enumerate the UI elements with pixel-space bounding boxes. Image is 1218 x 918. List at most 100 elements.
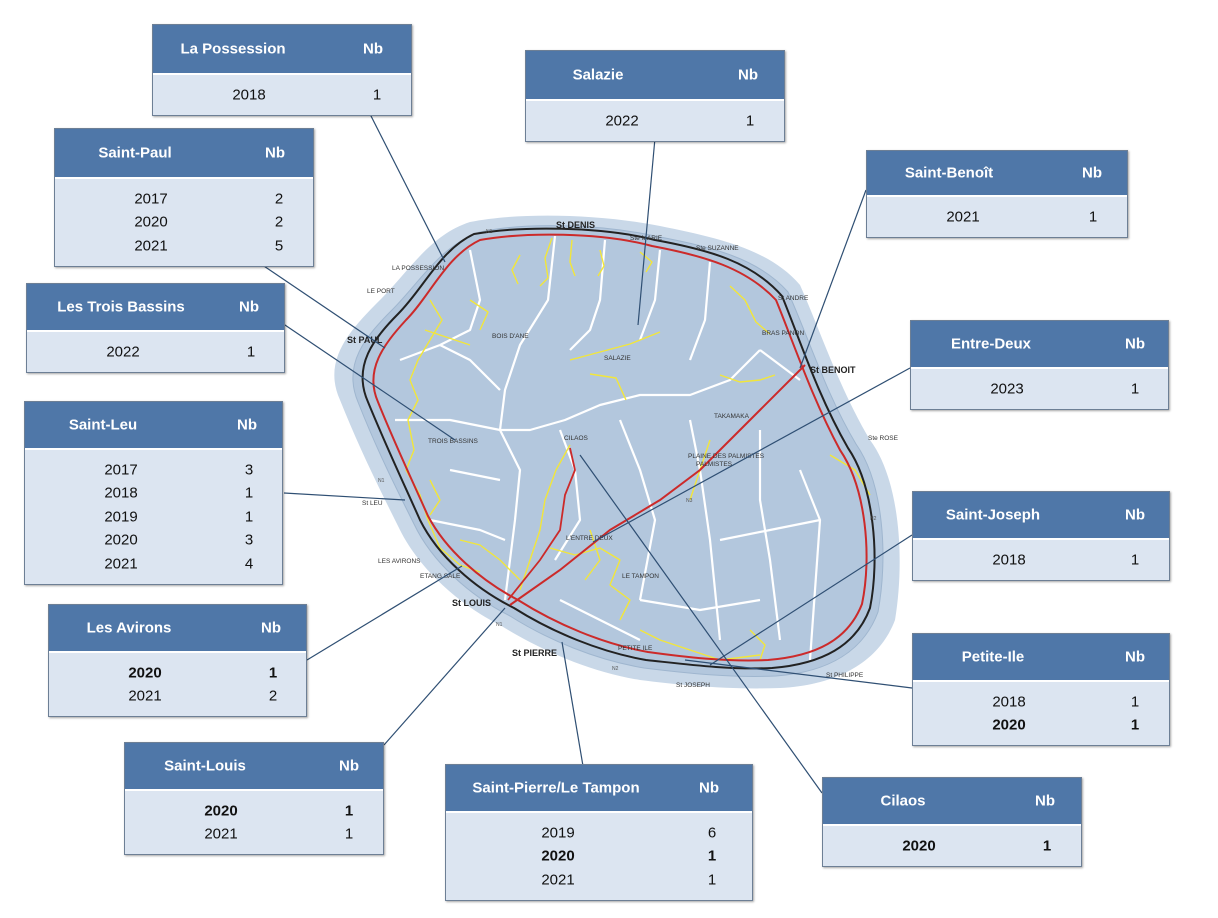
commune-name: Petite-Ile: [961, 648, 1025, 666]
commune-name: Saint-Pierre/Le Tampon: [472, 779, 640, 797]
commune-name: Saint-Louis: [164, 757, 246, 775]
year-cell: 2021: [541, 871, 575, 889]
nb-header: Nb: [237, 416, 257, 434]
table-body: 2023 1: [911, 369, 1168, 409]
year-cell: 2019: [541, 824, 575, 842]
table-header: Saint-Benoît Nb: [867, 151, 1127, 197]
table-header: Salazie Nb: [526, 51, 784, 101]
label-la-possession: LA POSSESSION: [392, 265, 444, 272]
table-header: Entre-Deux Nb: [911, 321, 1168, 369]
table-row: 2017 3: [25, 458, 282, 482]
table-row: 2020 1: [49, 661, 306, 685]
table-row: 2020 1: [125, 799, 383, 823]
leader-entre-deux: [592, 367, 911, 543]
nb-cell: 4: [244, 555, 254, 573]
year-cell: 2020: [992, 716, 1026, 734]
label-rn1-west: N1: [378, 478, 385, 484]
table-header: Saint-Louis Nb: [125, 743, 383, 791]
table-header: Saint-Paul Nb: [55, 129, 313, 179]
year-cell: 2018: [992, 693, 1026, 711]
label-bois-d-ane: BOIS D'ANE: [492, 333, 529, 340]
nb-cell: 2: [274, 213, 284, 231]
table-row: 2021 2: [49, 685, 306, 709]
leader-saint-joseph: [709, 534, 913, 666]
label-rn1-north: N1: [486, 229, 493, 235]
year-cell: 2022: [605, 112, 639, 130]
nb-header: Nb: [1125, 335, 1145, 353]
table-row: 2018 1: [913, 690, 1169, 714]
commune-name: Salazie: [572, 66, 624, 84]
nb-cell: 1: [1130, 716, 1140, 734]
table-header: Petite-Ile Nb: [913, 634, 1169, 682]
leader-la-possession: [369, 113, 446, 263]
nb-cell: 5: [274, 237, 284, 255]
nb-cell: 1: [1130, 551, 1140, 569]
table-row: 2020 1: [913, 714, 1169, 738]
label-entre-deux: L'ENTRE DEUX: [566, 535, 613, 542]
nb-header: Nb: [1125, 648, 1145, 666]
road-to-cilaos: [507, 447, 576, 601]
table-saint-louis: Saint-Louis Nb 2020 1 2021 1: [124, 742, 384, 855]
nb-cell: 1: [1130, 380, 1140, 398]
year-cell: 2022: [106, 343, 140, 361]
nb-cell: 1: [244, 484, 254, 502]
island-body: [352, 225, 884, 677]
table-les-trois-bassins: Les Trois Bassins Nb 2022 1: [26, 283, 285, 373]
label-le-tampon: LE TAMPON: [622, 573, 659, 580]
label-cilaos: CILAOS: [564, 435, 589, 442]
nb-header: Nb: [265, 144, 285, 162]
leader-saint-benoit: [799, 189, 867, 369]
table-body: 2018 1 2020 1: [913, 682, 1169, 745]
label-st-joseph: St JOSEPH: [676, 682, 710, 689]
table-header: Saint-Joseph Nb: [913, 492, 1169, 540]
table-body: 2020 1: [823, 826, 1081, 866]
label-bras-panon: BRAS PANON: [762, 330, 804, 337]
year-cell: 2020: [128, 664, 162, 682]
year-cell: 2017: [134, 190, 168, 208]
commune-borders: [395, 235, 822, 661]
leader-petite-ile: [684, 659, 913, 689]
year-cell: 2021: [204, 825, 238, 843]
nb-header: Nb: [1125, 506, 1145, 524]
label-st-paul: St PAUL: [347, 335, 383, 345]
route-des-plaines: [509, 364, 806, 606]
leader-cilaos: [579, 454, 823, 794]
table-row: 2019 1: [25, 505, 282, 529]
table-row: 2021 1: [867, 205, 1127, 229]
label-st-benoit: St BENOIT: [810, 365, 856, 375]
year-cell: 2023: [990, 380, 1024, 398]
nb-cell: 2: [268, 687, 278, 705]
year-cell: 2019: [104, 508, 138, 526]
nb-cell: 1: [244, 508, 254, 526]
commune-name: Entre-Deux: [950, 335, 1032, 353]
label-st-pierre: St PIERRE: [512, 648, 557, 658]
nb-header: Nb: [261, 619, 281, 637]
table-row: 2021 4: [25, 552, 282, 576]
label-etang-sale: ETANG SALE: [420, 573, 461, 580]
table-saint-paul: Saint-Paul Nb 2017 2 2020 2 2021 5: [54, 128, 314, 267]
table-body: 2022 1: [526, 101, 784, 141]
table-header: Les Trois Bassins Nb: [27, 284, 284, 332]
table-saint-benoit: Saint-Benoît Nb 2021 1: [866, 150, 1128, 238]
commune-name: La Possession: [180, 40, 286, 58]
table-header: Les Avirons Nb: [49, 605, 306, 653]
map-labels: St DENIS Ste MARIE Ste SUZANNE St ANDRE …: [347, 220, 899, 689]
nb-cell: 1: [1088, 208, 1098, 226]
table-body: 2020 1 2021 1: [125, 791, 383, 854]
label-st-andre: St ANDRE: [778, 295, 809, 302]
year-cell: 2021: [134, 237, 168, 255]
nb-cell: 1: [372, 86, 382, 104]
table-body: 2018 1: [153, 75, 411, 115]
label-plaine-palmistes-2: PALMISTES: [696, 461, 733, 468]
nb-cell: 1: [707, 871, 717, 889]
table-body: 2022 1: [27, 332, 284, 372]
table-body: 2019 6 2020 1 2021 1: [446, 813, 752, 900]
year-cell: 2020: [134, 213, 168, 231]
year-cell: 2021: [104, 555, 138, 573]
table-row: 2022 1: [27, 340, 284, 364]
label-st-denis: St DENIS: [556, 220, 595, 230]
leader-saint-pierre: [561, 641, 584, 767]
label-rn2-east: N2: [870, 516, 877, 522]
nb-header: Nb: [738, 66, 758, 84]
